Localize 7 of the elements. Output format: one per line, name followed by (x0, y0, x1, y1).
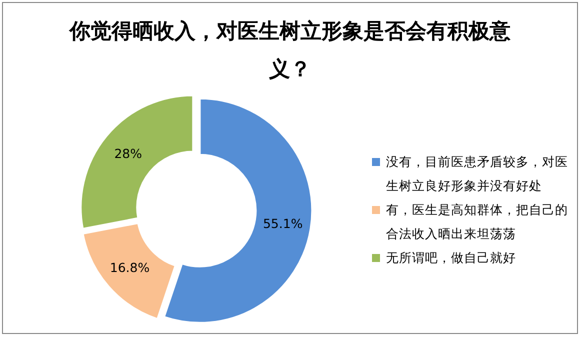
legend-label: 没有，目前医患矛盾较多，对医生树立良好形象并没有好处 (386, 154, 568, 193)
data-label: 28% (114, 146, 142, 161)
legend-label: 无所谓吧，做自己就好 (386, 250, 516, 265)
legend-label: 有，医生是高知群体，把自己的合法收入晒出来坦荡荡 (386, 202, 568, 241)
data-label: 16.8% (110, 260, 150, 275)
data-label: 55.1% (262, 216, 303, 232)
chart-title: 你觉得晒收入，对医生树立形象是否会有积极意义？ (68, 18, 512, 83)
